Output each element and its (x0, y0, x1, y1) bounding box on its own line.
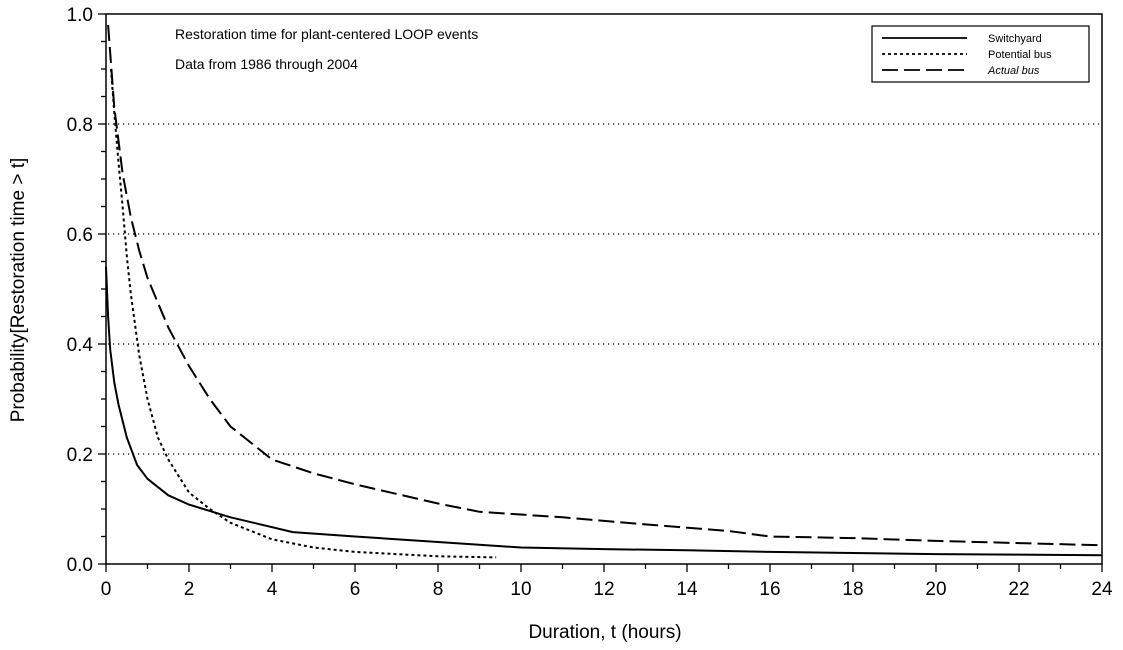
x-tick-label-4: 8 (433, 579, 444, 600)
x-tick-label-5: 10 (510, 579, 531, 600)
series-lines (105, 24, 1103, 559)
x-tick-label-12: 24 (1091, 579, 1113, 600)
legend-label-potential-bus: Potential bus (988, 49, 1052, 61)
chart-text: Restoration time for plant-centered LOOP… (8, 26, 682, 643)
y-tick-label-1: 0.2 (67, 445, 93, 466)
y-tick-label-3: 0.6 (67, 225, 93, 246)
x-tick-label-9: 18 (842, 579, 863, 600)
grid (108, 123, 1100, 455)
legend-label-actual-bus: Actual bus (987, 65, 1040, 77)
plot-frame (105, 13, 1103, 565)
legend-label-switchyard: Switchyard (988, 33, 1042, 45)
x-tick-label-8: 16 (759, 579, 780, 600)
x-tick-label-10: 20 (925, 579, 946, 600)
axes: 0 2 4 6 8 10 12 14 16 18 20 22 240.00.20.40.60.81.0 (67, 5, 1113, 600)
y-tick-label-5: 1.0 (67, 5, 93, 26)
legend-box (871, 25, 1090, 83)
y-tick-label-0: 0.0 (67, 555, 93, 576)
x-tick-label-1: 2 (184, 579, 195, 600)
series-line-potential-bus (110, 68, 497, 559)
annotation-subtitle: Data from 1986 through 2004 (175, 56, 358, 72)
y-tick-label-4: 0.8 (67, 115, 93, 136)
x-tick-label-7: 14 (676, 579, 698, 600)
x-tick-label-11: 22 (1008, 579, 1029, 600)
x-tick-label-0: 0 (101, 579, 112, 600)
legend: Switchyard Potential bus Actual bus (871, 25, 1090, 83)
series-line-switchyard (105, 266, 1103, 557)
annotation-title: Restoration time for plant-centered LOOP… (175, 26, 478, 42)
series-line-actual-bus (107, 24, 1103, 547)
x-tick-label-3: 6 (350, 579, 361, 600)
x-axis-title: Duration, t (hours) (528, 622, 681, 643)
y-axis-title: Probability[Restoration time > t] (8, 158, 29, 423)
x-tick-label-6: 12 (593, 579, 614, 600)
y-tick-label-2: 0.4 (67, 335, 94, 356)
x-tick-label-2: 4 (267, 579, 278, 600)
